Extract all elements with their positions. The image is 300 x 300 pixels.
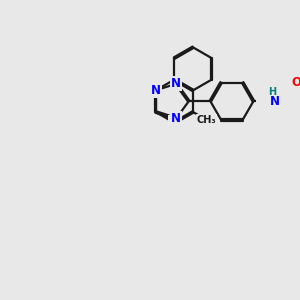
Text: N: N	[151, 84, 160, 97]
Text: N: N	[270, 95, 280, 108]
Text: O: O	[292, 76, 300, 89]
Text: N: N	[169, 116, 179, 129]
Text: CH₃: CH₃	[196, 115, 216, 124]
Text: N: N	[171, 112, 181, 125]
Text: N: N	[171, 77, 181, 90]
Text: H: H	[268, 87, 276, 97]
